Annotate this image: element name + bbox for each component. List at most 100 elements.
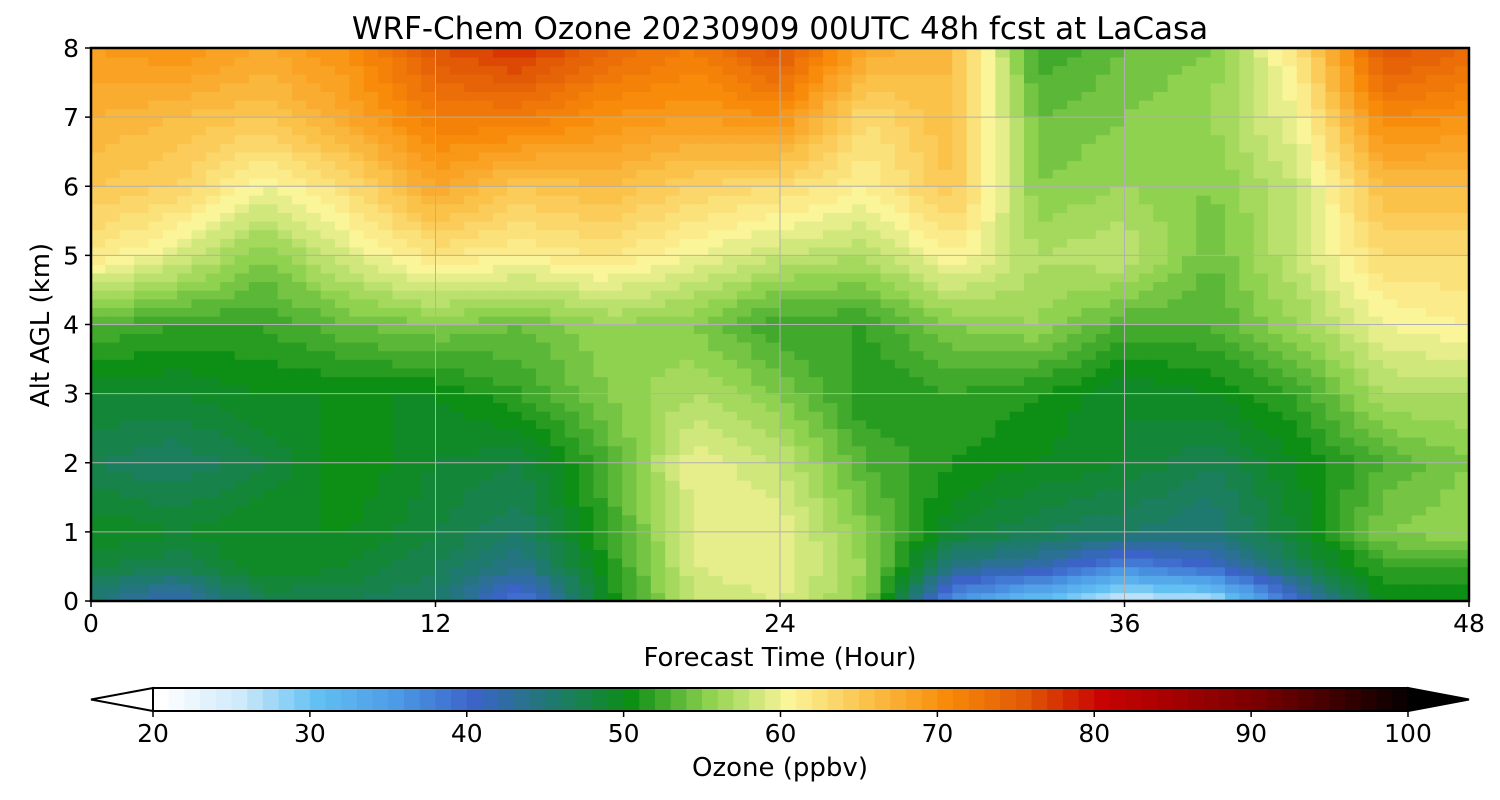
heatmap-cell: [823, 367, 839, 378]
heatmap-cell: [894, 376, 910, 386]
heatmap-cell: [421, 488, 437, 499]
heatmap-cell: [464, 488, 480, 499]
heatmap-cell: [550, 523, 566, 533]
heatmap-cell: [162, 523, 178, 533]
heatmap-cell: [1454, 333, 1469, 343]
heatmap-cell: [1224, 246, 1241, 257]
heatmap-cell: [1253, 540, 1269, 550]
heatmap-cell: [162, 402, 178, 412]
heatmap-cell: [435, 186, 451, 196]
heatmap-cell: [248, 428, 265, 438]
heatmap-cell: [909, 333, 925, 343]
heatmap-cell: [435, 203, 451, 213]
heatmap-cell: [134, 212, 150, 222]
heatmap-cell: [980, 376, 997, 386]
heatmap-cell: [148, 419, 164, 429]
heatmap-cell: [1196, 246, 1212, 257]
heatmap-cell: [880, 238, 896, 248]
heatmap-cell: [1095, 168, 1111, 179]
heatmap-cell: [406, 194, 422, 205]
heatmap-cell: [1095, 402, 1111, 412]
heatmap-cell: [1282, 246, 1298, 257]
heatmap-cell: [162, 557, 178, 568]
heatmap-cell: [1095, 575, 1111, 585]
heatmap-cell: [263, 402, 279, 412]
heatmap-cell: [851, 531, 867, 542]
heatmap-cell: [248, 333, 265, 343]
heatmap-cell: [794, 540, 810, 550]
heatmap-cell: [349, 523, 365, 533]
heatmap-cell: [636, 462, 652, 473]
heatmap-cell: [693, 341, 710, 352]
heatmap-cell: [134, 143, 150, 153]
heatmap-cell: [808, 410, 824, 421]
heatmap-cell: [449, 307, 465, 317]
heatmap-cell: [837, 264, 853, 274]
heatmap-cell: [937, 583, 954, 594]
heatmap-cell: [105, 324, 121, 334]
heatmap-cell: [808, 307, 824, 317]
heatmap-cell: [291, 583, 308, 594]
heatmap-cell: [1354, 238, 1370, 248]
heatmap-cell: [1153, 151, 1169, 162]
heatmap-cell: [1067, 220, 1083, 231]
heatmap-cell: [291, 505, 308, 516]
heatmap-cell: [564, 160, 580, 170]
heatmap-cell: [535, 324, 552, 334]
heatmap-cell: [421, 151, 437, 162]
heatmap-cell: [1124, 367, 1140, 378]
heatmap-cell: [392, 445, 408, 455]
heatmap-cell: [937, 549, 954, 559]
heatmap-cell: [1224, 428, 1241, 438]
heatmap-cell: [277, 514, 293, 525]
heatmap-cell: [220, 246, 236, 257]
heatmap-cell: [1052, 186, 1068, 196]
heatmap-cell: [349, 497, 365, 507]
heatmap-cell: [923, 419, 939, 429]
heatmap-cell: [937, 575, 954, 585]
heatmap-cell: [923, 514, 939, 525]
heatmap-cell: [263, 186, 279, 196]
heatmap-cell: [148, 315, 164, 326]
heatmap-cell: [1282, 324, 1298, 334]
heatmap-cell: [880, 359, 896, 369]
heatmap-cell: [263, 272, 279, 283]
heatmap-cell: [780, 367, 796, 378]
heatmap-cell: [909, 454, 925, 464]
heatmap-cell: [937, 471, 954, 481]
heatmap-cell: [550, 514, 566, 525]
heatmap-cell: [134, 255, 150, 265]
heatmap-cell: [1440, 436, 1456, 447]
heatmap-cell: [1253, 359, 1269, 369]
heatmap-cell: [866, 376, 882, 386]
heatmap-cell: [1354, 255, 1370, 265]
heatmap-cell: [780, 359, 796, 369]
heatmap-cell: [1397, 212, 1413, 222]
heatmap-cell: [866, 523, 882, 533]
heatmap-cell: [234, 212, 250, 222]
heatmap-cell: [650, 419, 666, 429]
heatmap-cell: [291, 359, 308, 369]
heatmap-cell: [837, 307, 853, 317]
heatmap-cell: [1425, 583, 1442, 594]
heatmap-cell: [1325, 151, 1341, 162]
heatmap-cell: [823, 436, 839, 447]
heatmap-cell: [579, 549, 595, 559]
heatmap-cell: [550, 186, 566, 196]
heatmap-cell: [1311, 583, 1327, 594]
heatmap-cell: [622, 471, 638, 481]
heatmap-cell: [995, 246, 1011, 257]
heatmap-cell: [421, 298, 437, 309]
heatmap-cell: [980, 549, 997, 559]
heatmap-cell: [765, 454, 781, 464]
heatmap-cell: [622, 566, 638, 576]
heatmap-cell: [607, 531, 623, 542]
heatmap-cell: [205, 505, 221, 516]
heatmap-cell: [191, 523, 207, 533]
heatmap-cell: [636, 376, 652, 386]
heatmap-cell: [995, 523, 1011, 533]
heatmap-cell: [177, 402, 193, 412]
heatmap-cell: [1095, 549, 1111, 559]
heatmap-cell: [1038, 583, 1054, 594]
heatmap-cell: [521, 436, 537, 447]
